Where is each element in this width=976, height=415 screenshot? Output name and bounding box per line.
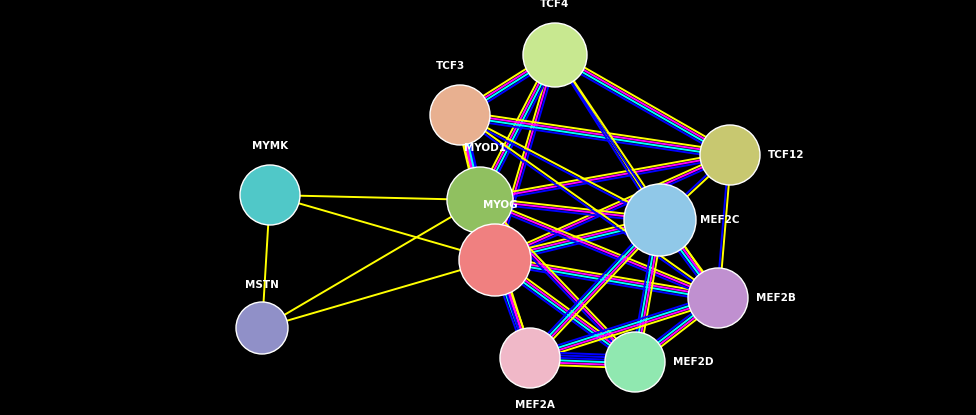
Text: MEF2B: MEF2B <box>756 293 795 303</box>
Text: MEF2D: MEF2D <box>673 357 713 367</box>
Circle shape <box>236 302 288 354</box>
Circle shape <box>459 224 531 296</box>
Circle shape <box>500 328 560 388</box>
Text: MEF2A: MEF2A <box>515 400 555 410</box>
Text: MYMK: MYMK <box>252 141 288 151</box>
Circle shape <box>523 23 587 87</box>
Circle shape <box>430 85 490 145</box>
Text: TCF4: TCF4 <box>541 0 570 9</box>
Circle shape <box>700 125 760 185</box>
Circle shape <box>624 184 696 256</box>
Text: MYOD1: MYOD1 <box>464 143 506 153</box>
Circle shape <box>688 268 748 328</box>
Text: MEF2C: MEF2C <box>700 215 740 225</box>
Text: TCF3: TCF3 <box>435 61 465 71</box>
Text: MYOG: MYOG <box>483 200 517 210</box>
Text: TCF12: TCF12 <box>768 150 804 160</box>
Circle shape <box>605 332 665 392</box>
Circle shape <box>240 165 300 225</box>
Circle shape <box>447 167 513 233</box>
Text: MSTN: MSTN <box>245 280 279 290</box>
